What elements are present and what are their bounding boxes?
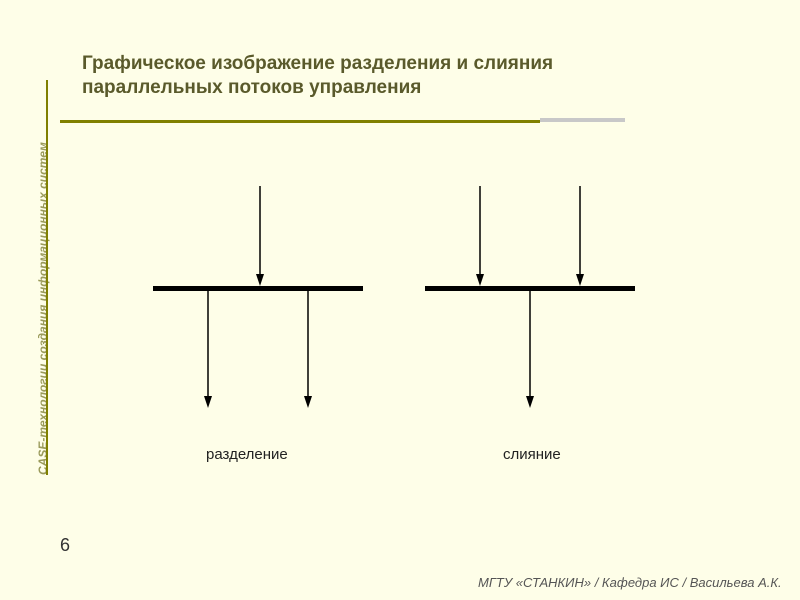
fork-caption: разделение bbox=[206, 446, 288, 463]
fork-sync-bar bbox=[153, 286, 363, 291]
footer-text: МГТУ «СТАНКИН» / Кафедра ИС / Васильева … bbox=[478, 575, 782, 590]
diagram-canvas bbox=[0, 0, 800, 600]
join-caption: слияние bbox=[503, 446, 561, 463]
join-sync-bar bbox=[425, 286, 635, 291]
slide: CASE-технологии создания информационных … bbox=[0, 0, 800, 600]
page-number: 6 bbox=[60, 535, 70, 556]
